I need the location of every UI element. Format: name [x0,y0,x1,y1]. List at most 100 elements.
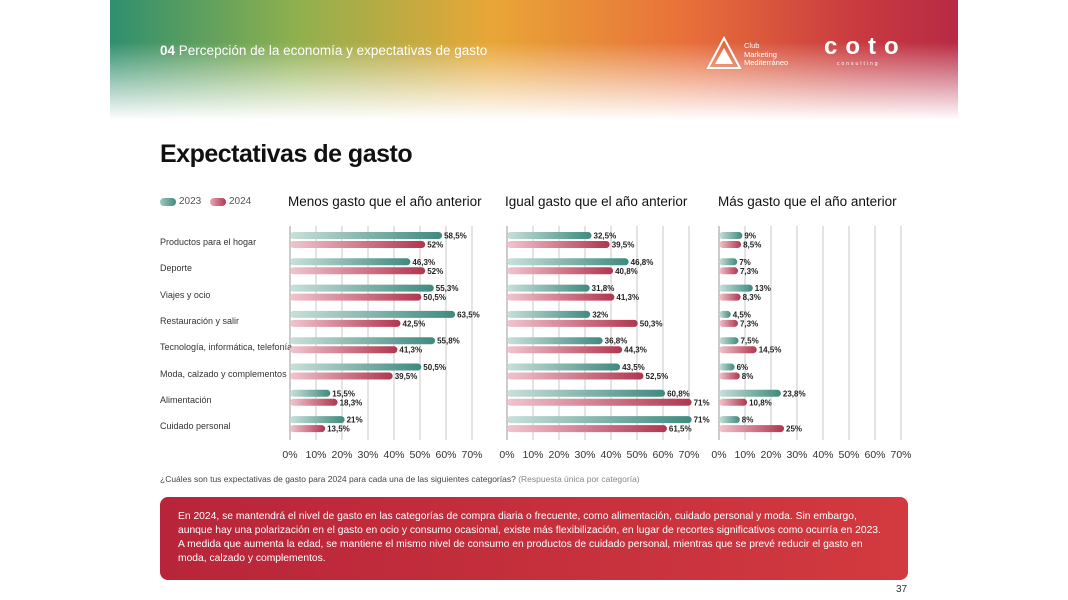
data-label-2024: 39,5% [395,372,418,381]
panel-title-more: Más gasto que el año anterior [718,194,897,209]
data-label-2023: 21% [347,416,363,425]
section-number: 04 [160,43,176,58]
x-tick-label: 60% [435,449,456,461]
data-label-2024: 41,3% [616,293,639,302]
data-label-2023: 46,3% [412,258,435,267]
x-tick-label: 70% [890,449,911,461]
page-number: 37 [896,584,908,595]
data-label-2024: 8,5% [743,241,761,250]
x-tick-label: 50% [409,449,430,461]
data-label-2023: 71% [694,416,710,425]
x-tick-label: 20% [548,449,569,461]
question-text: ¿Cuáles son tus expectativas de gasto pa… [160,474,516,484]
data-label-2024: 44,3% [624,346,647,355]
data-label-2024: 14,5% [759,346,782,355]
bar-2024 [719,293,741,301]
bar-2024 [719,267,738,275]
x-tick-label: 20% [760,449,781,461]
club-logo-line-1: Club [744,41,760,50]
x-tick-label: 30% [357,449,378,461]
data-label-2024: 7,3% [740,267,758,276]
x-tick-label: 40% [383,449,404,461]
bar-2024 [290,398,338,406]
x-tick-label: 70% [678,449,699,461]
bar-2024 [719,425,784,433]
data-label-2023: 32% [592,310,608,319]
bar-2023 [290,337,436,345]
bar-2024 [507,241,610,248]
data-label-2023: 31,8% [592,284,615,293]
data-label-2024: 39,5% [612,241,635,250]
category-label: Alimentación [160,395,212,405]
x-tick-label: 0% [499,449,514,461]
bar-2024 [719,398,748,406]
club-marketing-logo-text: Club Marketing Mediterráneo [744,41,788,68]
data-label-2023: 7% [739,258,751,267]
data-label-2024: 52% [427,267,443,276]
bar-2023 [507,232,592,239]
bar-2023 [290,258,411,266]
data-label-2024: 10,8% [749,398,772,407]
coto-logo-text: coto [824,33,907,60]
bar-2023 [719,310,731,318]
data-label-2024: 50,3% [640,319,663,328]
data-label-2024: 7,3% [740,319,758,328]
question-note: (Respuesta única por categoría) [518,474,640,484]
bar-2024 [290,241,426,248]
data-label-2023: 60,8% [667,389,690,398]
category-label: Deporte [160,263,193,273]
section-title: Percepción de la economía y expectativas… [178,43,488,58]
club-marketing-logo-icon [706,36,742,69]
data-label-2024: 18,3% [340,398,363,407]
data-label-2024: 40,8% [615,267,638,276]
bar-2024 [719,241,742,248]
bar-2023 [507,337,603,345]
bar-2024 [507,267,614,275]
data-label-2024: 8,3% [743,293,761,302]
data-label-2024: 25% [786,425,802,434]
data-label-2023: 46,8% [631,258,654,267]
data-label-2023: 13% [755,284,771,293]
bar-2024 [290,346,398,354]
data-label-2024: 13,5% [327,425,350,434]
club-logo-line-2: Marketing [744,49,777,59]
bar-2023 [290,284,434,292]
x-tick-label: 30% [786,449,807,461]
bar-2023 [507,416,692,424]
category-label: Restauración y salir [160,316,240,326]
bar-2024 [507,346,623,354]
panel-title-equal: Igual gasto que el año anterior [505,194,688,209]
header-gradient-banner [110,0,958,120]
bar-2023 [719,337,739,345]
bar-2023 [719,416,740,424]
bar-2024 [290,319,401,327]
bar-2023 [507,363,621,371]
data-label-2023: 55,3% [436,284,459,293]
data-label-2023: 36,8% [605,337,628,346]
bar-2023 [507,258,629,266]
bar-2024 [719,346,757,354]
data-label-2024: 42,5% [403,319,426,328]
bar-2023 [507,284,590,292]
data-label-2024: 52,5% [646,372,669,381]
legend-item-2024: 2024 [210,196,251,207]
bar-2024 [507,425,667,433]
page-title: Expectativas de gasto [160,140,413,168]
data-label-2023: 63,5% [457,310,480,319]
category-label: Viajes y ocio [160,290,211,300]
data-label-2023: 4,5% [733,310,751,319]
bar-2024 [290,293,422,301]
data-label-2024: 71% [694,398,710,407]
data-label-2023: 55,8% [437,337,460,346]
data-label-2023: 58,5% [444,232,467,241]
x-tick-label: 0% [282,449,297,461]
x-tick-label: 20% [331,449,352,461]
x-tick-label: 10% [734,449,755,461]
data-label-2023: 43,5% [622,363,645,372]
x-tick-label: 60% [864,449,885,461]
legend-swatch-2023 [160,197,176,206]
legend-item-2023: 2023 [160,196,201,207]
bar-2024 [290,425,326,433]
